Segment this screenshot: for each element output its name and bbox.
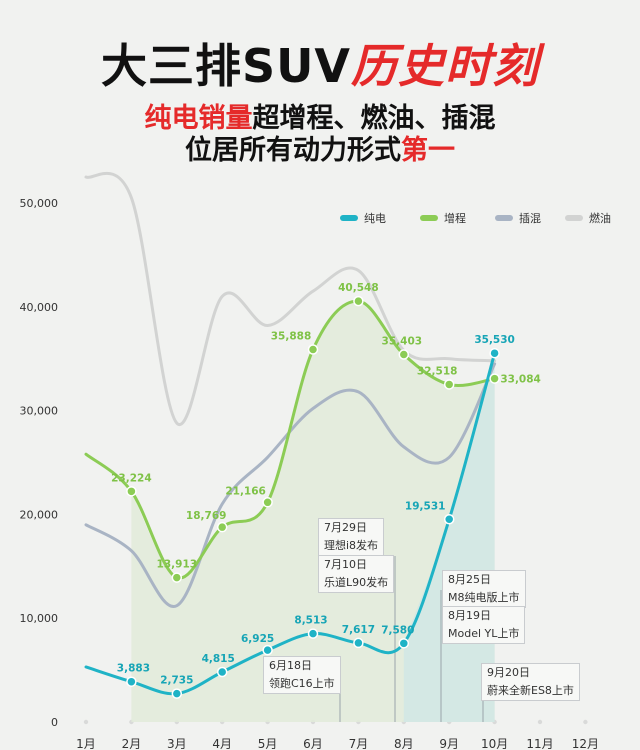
annotation-m8-date: 8月25日 <box>448 573 491 586</box>
ev-data-label: 6,925 <box>241 633 274 645</box>
annotation-m8-event: M8纯电版上市 <box>448 591 520 604</box>
erev-data-label: 40,548 <box>338 282 379 294</box>
ev-data-label: 7,580 <box>381 624 414 636</box>
subtitle-line-1: 纯电销量超增程、燃油、插混 <box>0 96 640 135</box>
annotation-modelyl-event: Model YL上市 <box>448 627 520 640</box>
legend-swatch-phev <box>495 215 513 221</box>
annotation-es8-date: 9月20日 <box>487 666 530 679</box>
erev-point <box>443 379 455 390</box>
ev-point <box>216 666 228 678</box>
annotation-l90-date: 7月10日 <box>324 558 367 571</box>
annotation-c16-date: 6月18日 <box>269 659 312 672</box>
erev-point <box>353 295 364 307</box>
legend-label-ice: 燃油 <box>589 211 611 225</box>
erev-point <box>126 486 137 497</box>
y-tick-label: 10,000 <box>20 612 59 625</box>
annotation-c16: 6月18日领跑C16上市 <box>263 656 341 694</box>
x-tick-label: 4月 <box>212 737 232 750</box>
phev-line <box>84 362 497 608</box>
erev-data-label: 18,769 <box>186 510 227 522</box>
legend-label-phev: 插混 <box>519 211 541 225</box>
annotation-i8-date: 7月29日 <box>324 521 367 534</box>
x-tick-label: 8月 <box>394 737 414 750</box>
erev-point <box>216 521 228 533</box>
ev-point <box>307 628 319 639</box>
erev-data-label: 13,913 <box>157 559 198 571</box>
legend-swatch-erev <box>420 215 438 221</box>
erev-data-label: 35,888 <box>271 330 312 342</box>
main-title: 大三排SUV历史时刻 <box>0 30 640 96</box>
ev-data-label: 19,531 <box>405 500 446 512</box>
x-axis-dot <box>537 719 543 725</box>
x-tick-label: 9月 <box>439 737 459 750</box>
annotation-es8-event: 蔚来全新ES8上市 <box>487 684 574 697</box>
annotation-c16-event: 领跑C16上市 <box>269 677 335 690</box>
ev-data-label: 8,513 <box>294 615 327 627</box>
erev-data-label: 23,224 <box>111 472 152 484</box>
ev-point <box>171 688 183 699</box>
ev-data-label: 2,735 <box>160 675 193 687</box>
erev-data-label: 32,518 <box>417 365 458 377</box>
subtitle2-rest: 位居所有动力形式 <box>185 135 401 166</box>
erev-data-label: 33,084 <box>500 374 541 386</box>
legend-label-erev: 增程 <box>444 211 466 225</box>
subtitle-line-2: 位居所有动力形式第一 <box>0 128 640 167</box>
subtitle-highlight: 纯电销量 <box>144 103 253 134</box>
erev-line <box>84 299 497 580</box>
annotation-es8: 9月20日蔚来全新ES8上市 <box>481 663 580 701</box>
x-tick-label: 10月 <box>481 737 508 750</box>
erev-area <box>131 301 495 722</box>
x-tick-label: 5月 <box>258 737 278 750</box>
y-tick-label: 30,000 <box>20 405 59 418</box>
annotation-i8-event: 理想i8发布 <box>324 539 379 552</box>
annotation-m8: 8月25日 M8纯电版上市 <box>442 570 526 608</box>
ev-data-label: 7,617 <box>342 624 375 636</box>
x-tick-label: 2月 <box>122 737 142 750</box>
x-tick-label: 11月 <box>526 737 553 750</box>
y-tick-label: 0 <box>51 716 58 729</box>
erev-point <box>171 572 183 583</box>
ev-data-label: 3,883 <box>117 663 150 675</box>
erev-point <box>398 349 410 360</box>
annotation-i8: 7月29日理想i8发布 <box>318 518 385 556</box>
annotation-l90-event: 乐道L90发布 <box>324 576 389 589</box>
annotation-modelyl: 8月19日 Model YL上市 <box>442 606 526 644</box>
x-tick-label: 6月 <box>303 737 323 750</box>
ev-data-label: 4,815 <box>202 653 235 665</box>
annotation-l90: 7月10日乐道L90发布 <box>318 555 395 593</box>
erev-data-label: 21,166 <box>225 485 266 497</box>
y-tick-label: 40,000 <box>20 301 59 314</box>
ev-point <box>126 676 137 687</box>
x-axis-dot <box>83 719 89 725</box>
x-tick-label: 7月 <box>349 737 369 750</box>
x-tick-label: 12月 <box>572 737 599 750</box>
ev-point <box>353 637 364 649</box>
ev-data-label: 35,530 <box>474 334 515 346</box>
y-tick-label: 20,000 <box>20 508 59 521</box>
erev-point <box>262 497 273 508</box>
legend-swatch-ice <box>565 215 583 221</box>
ev-point <box>443 514 455 525</box>
title-red-part: 历史时刻 <box>351 39 540 93</box>
annotation-modelyl-date: 8月19日 <box>448 609 491 622</box>
ev-point <box>489 347 500 359</box>
x-tick-label: 1月 <box>76 737 96 750</box>
ev-point <box>262 644 273 656</box>
title-black-part: 大三排SUV <box>100 39 352 93</box>
erev-point <box>307 344 319 355</box>
legend-swatch-ev <box>340 215 358 221</box>
x-tick-label: 3月 <box>167 737 187 750</box>
erev-point <box>489 373 500 384</box>
erev-data-label: 35,403 <box>382 336 423 348</box>
subtitle-rest: 超增程、燃油、插混 <box>252 103 496 134</box>
legend-label-ev: 纯电 <box>364 212 386 225</box>
ev-point <box>398 638 410 649</box>
subtitle2-highlight: 第一 <box>401 135 455 166</box>
x-axis-dot <box>583 719 588 725</box>
y-tick-label: 50,000 <box>20 197 59 210</box>
